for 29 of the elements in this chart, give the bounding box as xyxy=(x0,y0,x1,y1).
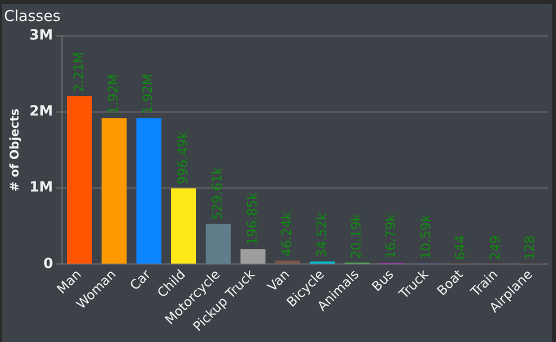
bar xyxy=(206,224,231,264)
data-label: 1.92M xyxy=(106,74,122,114)
y-tick-label: 1M xyxy=(29,180,54,196)
bar xyxy=(275,260,300,264)
y-tick-label: 0 xyxy=(43,256,54,272)
x-tick-label: Car xyxy=(128,266,155,294)
bar xyxy=(102,118,127,264)
data-label: 16.79k xyxy=(384,214,400,259)
bar xyxy=(136,118,162,264)
bar xyxy=(240,249,266,264)
data-label: 529.61k xyxy=(210,166,226,220)
data-label: 196.85k xyxy=(245,192,260,246)
data-label: 10.59k xyxy=(418,214,434,260)
data-label: 2.21M xyxy=(72,52,87,92)
y-tick-label: 2M xyxy=(29,104,54,120)
data-label: 249 xyxy=(488,235,504,260)
x-tick-label: Bus xyxy=(369,267,398,295)
data-label: 996.49k xyxy=(176,130,191,184)
data-label: 20.19k xyxy=(349,213,364,259)
data-label: 34.52k xyxy=(314,212,330,258)
chart-title: Classes xyxy=(4,6,61,25)
data-label: 46.24k xyxy=(280,211,296,257)
data-label: 1.92M xyxy=(141,74,156,114)
data-label: 644 xyxy=(454,235,469,260)
data-label: 128 xyxy=(523,235,538,260)
bar xyxy=(171,188,196,264)
y-axis-title: # of Objects xyxy=(7,108,22,192)
bar xyxy=(66,96,92,264)
y-tick-label: 3M xyxy=(29,28,54,44)
